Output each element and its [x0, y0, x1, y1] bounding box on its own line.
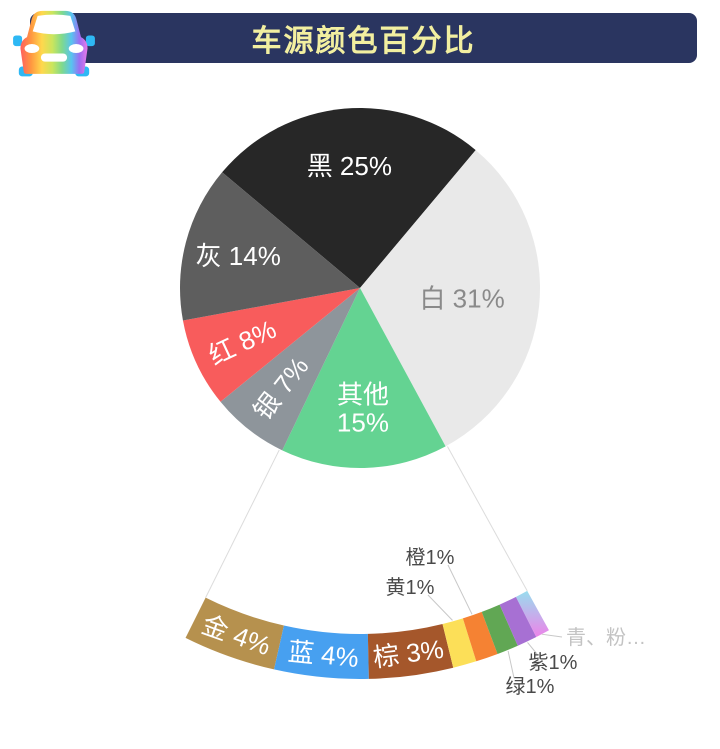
- band-segment-green: [481, 604, 518, 654]
- band-segment-blue: [274, 625, 369, 680]
- pie-label-other: 其他 15%: [337, 380, 389, 438]
- pie-slice-gray: [180, 172, 360, 321]
- leader-line-cyan-pink: [541, 633, 563, 638]
- car-mirror-right-icon: [85, 35, 95, 47]
- car-mirror-left-icon: [13, 35, 23, 47]
- pie-slice-black: [222, 107, 476, 288]
- car-headlight-left: [24, 44, 40, 54]
- car-grille: [40, 53, 68, 62]
- pie-slice-silver: [220, 288, 360, 451]
- pie-label-white: 白 31%: [419, 283, 504, 313]
- car-headlight-right: [68, 44, 84, 54]
- band-segment-purple: [499, 596, 537, 646]
- page-title: 车源颜色百分比: [251, 25, 476, 58]
- leader-line-orange: [447, 564, 473, 615]
- band-segment-orange: [462, 611, 498, 662]
- band-label-orange: 橙1%: [406, 546, 455, 569]
- leader-line-green: [507, 650, 515, 679]
- connector-line-right: [447, 446, 528, 592]
- band-label-green: 绿1%: [506, 675, 555, 698]
- band-label-yellow: 黄1%: [386, 576, 435, 599]
- band-label-cyan-pink: 青、粉…: [566, 626, 646, 649]
- band-label-blue: 蓝 4%: [287, 636, 360, 673]
- title-bar: 车源颜色百分比: [30, 13, 697, 63]
- leader-line-purple: [527, 642, 538, 655]
- band-segment-cyan-pink: [516, 590, 549, 637]
- band-segment-brown: [367, 624, 454, 679]
- pie-slice-red: [182, 288, 360, 402]
- car-windshield: [32, 14, 76, 35]
- pie-slice-white: [360, 150, 541, 447]
- pie-label-black: 黑 25%: [307, 151, 392, 181]
- car-icon: [13, 10, 95, 77]
- leader-line-yellow: [427, 594, 453, 621]
- band-label-purple: 紫1%: [529, 651, 578, 674]
- pie-slice-other: [282, 288, 446, 469]
- band-segment-gold: [185, 597, 284, 670]
- pie-label-gray: 灰 14%: [196, 241, 281, 271]
- band-segment-yellow: [442, 618, 477, 668]
- connector-line-left: [205, 449, 280, 598]
